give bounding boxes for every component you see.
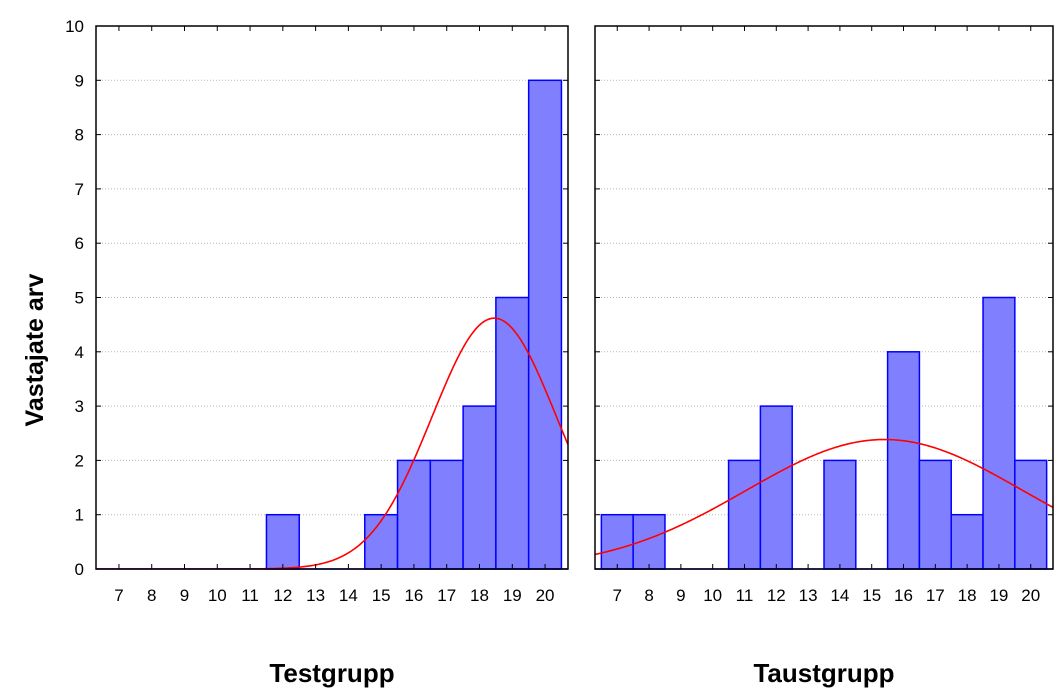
normal-curve [96,317,568,569]
x-tick-label: 11 [241,586,259,605]
panel-title: Taustgrupp [753,658,894,688]
bar-19 [495,296,530,570]
y-tick-label: 0 [75,560,84,579]
x-tick-label: 14 [339,586,358,605]
y-tick-label: 1 [75,506,84,525]
y-tick-label: 9 [75,71,84,90]
bar-20 [1014,459,1048,570]
y-axis-label: Vastajate arv [21,273,49,426]
x-tick-label: 17 [437,586,456,605]
y-tick-label: 7 [75,180,84,199]
x-tick-label: 15 [372,586,391,605]
y-tick-label: 2 [75,451,84,470]
x-tick-label: 17 [926,586,945,605]
x-tick-label: 13 [306,586,325,605]
bar-20 [527,79,563,570]
bar-18 [462,405,497,570]
bar-16 [396,459,432,570]
x-tick-label: 15 [862,586,881,605]
x-tick-label: 7 [613,586,622,605]
bar-14 [823,459,857,570]
panel-title: Testgrupp [269,658,394,688]
x-tick-label: 9 [180,586,189,605]
x-tick-label: 8 [147,586,156,605]
y-tick-label: 4 [75,343,84,362]
x-tick-label: 7 [114,586,123,605]
bar-15 [364,513,399,570]
bar-19 [982,296,1016,570]
x-tick-label: 16 [894,586,913,605]
bar-18 [950,513,984,570]
bar-17 [918,459,952,570]
y-tick-label: 8 [75,126,84,145]
normal-curve [595,438,1053,556]
x-tick-label: 19 [503,586,522,605]
chart-panels: 7 8 9 10 11 12 13 14 15 16 17 18 19 20012345678910Tes… [65,17,1054,688]
panel-2: 7 8 9 10 11 12 13 14 15 16 17 18 19 20 Taustgrupp [594,25,1054,688]
x-tick-label: 18 [958,586,977,605]
x-tick-label: 9 [676,586,685,605]
x-tick-label: 10 [703,586,722,605]
x-tick-label: 13 [799,586,818,605]
y-tick-label: 5 [75,289,84,308]
x-tick-label: 12 [273,586,292,605]
y-tick-label: 3 [75,397,84,416]
x-tick-label: 14 [830,586,849,605]
y-tick-label: 6 [75,234,84,253]
bar-16 [886,351,921,570]
x-tick-label: 8 [644,586,653,605]
x-tick-label: 10 [208,586,227,605]
bar-11 [727,459,762,570]
x-tick-label: 16 [404,586,423,605]
x-tick-label: 11 [736,586,754,605]
bar-12 [265,513,300,570]
x-tick-label: 19 [989,586,1008,605]
y-tick-label: 10 [65,17,84,36]
x-tick-label: 18 [470,586,489,605]
bar-7 [600,513,634,570]
x-tick-label: 12 [767,586,786,605]
bar-12 [759,405,793,570]
x-tick-label: 20 [1021,586,1040,605]
panel-1: 7 8 9 10 11 12 13 14 15 16 17 18 19 20012345678910Tes… [65,17,569,688]
bar-17 [429,459,464,570]
x-tick-label: 20 [536,586,555,605]
